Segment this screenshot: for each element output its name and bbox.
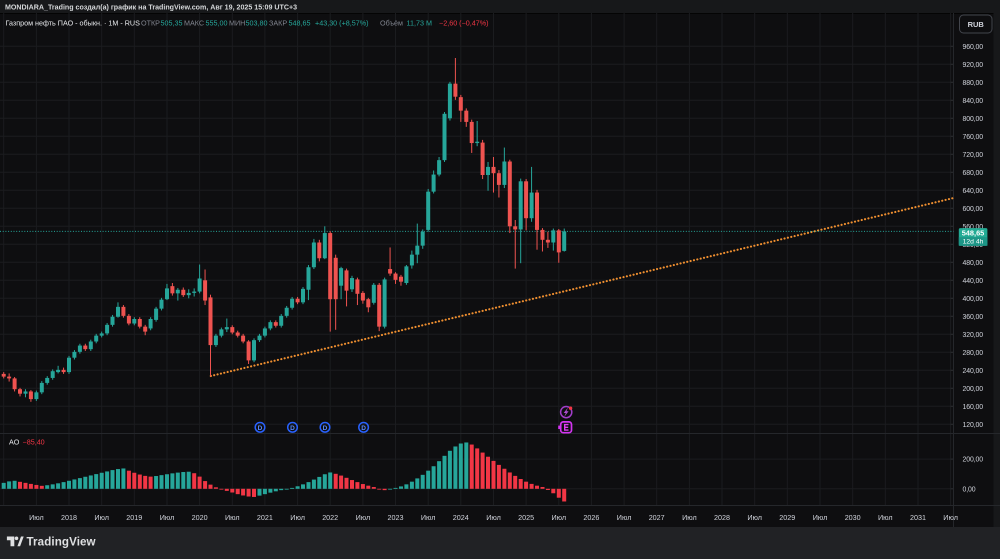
svg-text:Июл: Июл <box>878 513 893 522</box>
svg-text:RUB: RUB <box>968 20 985 29</box>
svg-text:2029: 2029 <box>779 513 795 522</box>
svg-text:−2,60 (−0,47%): −2,60 (−0,47%) <box>439 19 489 28</box>
svg-text:Июл: Июл <box>617 513 632 522</box>
svg-text:505,35: 505,35 <box>161 19 183 28</box>
svg-text:548,65: 548,65 <box>962 228 985 237</box>
svg-text:12d 4h: 12d 4h <box>963 239 984 246</box>
svg-text:Июл: Июл <box>943 513 958 522</box>
svg-text:Июл: Июл <box>813 513 828 522</box>
svg-text:840,00: 840,00 <box>963 98 984 105</box>
svg-text:+43,30 (+8,57%): +43,30 (+8,57%) <box>315 19 369 28</box>
svg-text:0,00: 0,00 <box>963 486 976 493</box>
svg-text:2028: 2028 <box>714 513 730 522</box>
svg-text:200,00: 200,00 <box>963 457 984 464</box>
svg-text:Июл: Июл <box>94 513 109 522</box>
svg-text:280,00: 280,00 <box>963 350 984 357</box>
svg-text:Июл: Июл <box>29 513 44 522</box>
svg-text:2022: 2022 <box>322 513 338 522</box>
svg-text:ОТКР: ОТКР <box>141 19 160 28</box>
svg-text:560,00: 560,00 <box>963 224 984 231</box>
svg-text:2031: 2031 <box>910 513 926 522</box>
svg-text:720,00: 720,00 <box>963 152 984 159</box>
svg-text:240,00: 240,00 <box>963 368 984 375</box>
svg-text:960,00: 960,00 <box>963 44 984 51</box>
svg-text:D: D <box>258 425 263 432</box>
svg-text:D: D <box>323 425 328 432</box>
svg-text:320,00: 320,00 <box>963 332 984 339</box>
svg-text:400,00: 400,00 <box>963 296 984 303</box>
svg-text:−85,40: −85,40 <box>23 438 45 447</box>
svg-text:2030: 2030 <box>845 513 861 522</box>
svg-text:Июл: Июл <box>747 513 762 522</box>
svg-text:2024: 2024 <box>453 513 469 522</box>
svg-text:TradingView: TradingView <box>27 536 97 549</box>
svg-text:480,00: 480,00 <box>963 260 984 267</box>
svg-text:2019: 2019 <box>126 513 142 522</box>
svg-text:2021: 2021 <box>257 513 273 522</box>
svg-text:MONDIARA_Trading создал(а) гра: MONDIARA_Trading создал(а) график на Tra… <box>5 4 297 12</box>
svg-text:Июл: Июл <box>682 513 697 522</box>
svg-text:Июл: Июл <box>160 513 175 522</box>
svg-text:548,65: 548,65 <box>289 19 311 28</box>
svg-text:120,00: 120,00 <box>963 422 984 429</box>
svg-text:2025: 2025 <box>518 513 534 522</box>
svg-text:920,00: 920,00 <box>963 62 984 69</box>
svg-text:D: D <box>290 425 295 432</box>
svg-text:МАКС: МАКС <box>184 19 204 28</box>
svg-text:2018: 2018 <box>61 513 77 522</box>
svg-text:Июл: Июл <box>486 513 501 522</box>
svg-text:555,00: 555,00 <box>206 19 228 28</box>
svg-text:503,80: 503,80 <box>246 19 268 28</box>
svg-text:ЗАКР: ЗАКР <box>269 19 287 28</box>
svg-text:AO: AO <box>9 438 20 447</box>
svg-text:760,00: 760,00 <box>963 134 984 141</box>
svg-text:Июл: Июл <box>421 513 436 522</box>
svg-text:640,00: 640,00 <box>963 188 984 195</box>
svg-text:11,73 M: 11,73 M <box>407 19 432 28</box>
svg-text:800,00: 800,00 <box>963 116 984 123</box>
svg-text:Июл: Июл <box>290 513 305 522</box>
svg-text:2026: 2026 <box>583 513 599 522</box>
svg-text:Объём: Объём <box>380 19 403 28</box>
svg-text:440,00: 440,00 <box>963 278 984 285</box>
svg-text:160,00: 160,00 <box>963 404 984 411</box>
svg-text:Газпром нефть ПАО - обыкн. · 1: Газпром нефть ПАО - обыкн. · 1M - RUS <box>6 19 141 28</box>
svg-text:680,00: 680,00 <box>963 170 984 177</box>
svg-text:МИН: МИН <box>229 19 245 28</box>
svg-text:2027: 2027 <box>649 513 665 522</box>
svg-text:200,00: 200,00 <box>963 386 984 393</box>
svg-text:D: D <box>361 425 366 432</box>
svg-text:2023: 2023 <box>388 513 404 522</box>
svg-text:600,00: 600,00 <box>963 206 984 213</box>
svg-text:Июл: Июл <box>552 513 567 522</box>
svg-text:360,00: 360,00 <box>963 314 984 321</box>
svg-text:880,00: 880,00 <box>963 80 984 87</box>
svg-text:Июл: Июл <box>356 513 371 522</box>
svg-text:2020: 2020 <box>192 513 208 522</box>
svg-text:Июл: Июл <box>225 513 240 522</box>
